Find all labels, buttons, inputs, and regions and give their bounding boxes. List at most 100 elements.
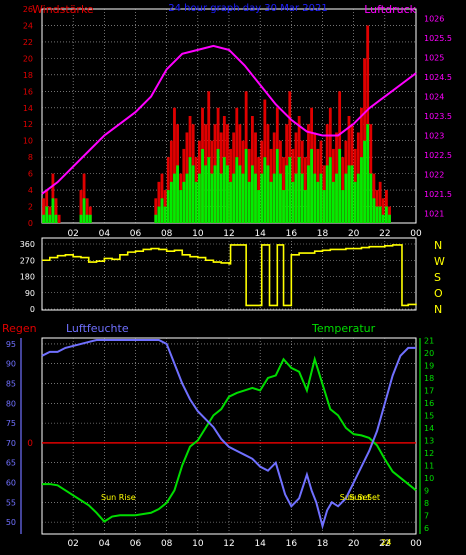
wind-axis-label: Windstärke [32, 3, 94, 16]
temperature-tick-label: 14 [424, 424, 434, 433]
gust-bar [176, 165, 179, 223]
humidity-line [41, 338, 416, 530]
humidity-tick-label: 85 [6, 380, 16, 389]
gust-bar [294, 173, 298, 223]
gust-bar [335, 173, 338, 223]
gust-bar [51, 198, 55, 223]
gust-bar [254, 173, 257, 223]
temperature-tick-label: 8 [424, 499, 429, 508]
wind-direction-line [42, 244, 417, 307]
pressure-tick-label: 1021 [424, 209, 444, 218]
x-tick-label: 08 [161, 229, 173, 239]
x-tick-label: 16 [286, 539, 298, 549]
gust-bar [356, 173, 360, 223]
gust-bar [85, 214, 89, 223]
gust-bar [341, 190, 345, 223]
humidity-temperature-panel: 50 55 60 65 70 75 80 85 90 95 6 7 8 9 10 11 12 13 14 15 16 1… [2, 322, 434, 549]
gust-bar [82, 198, 86, 223]
wind-tick-label: 4 [28, 186, 33, 195]
x-tick-label: 02 [67, 539, 78, 549]
gust-bar [241, 173, 245, 223]
direction-tick-label: 180 [20, 273, 35, 282]
wind-bar [173, 107, 176, 223]
gust-bar [369, 173, 373, 223]
wind-bar [384, 190, 388, 223]
x-tick-label: 04 [99, 539, 111, 549]
wind-tick-label: 22 [23, 38, 33, 47]
wind-bar [157, 181, 161, 223]
pressure-tick-label: 1025 [424, 54, 444, 63]
wind-tick-label: 0 [28, 219, 33, 228]
temperature-tick-label: 17 [424, 386, 434, 395]
temperature-tick-label: 13 [424, 436, 434, 445]
wind-bar [375, 190, 379, 223]
sun-annotation: Sun Set [340, 493, 371, 502]
wind-bar [381, 198, 385, 223]
gust-bar [325, 165, 329, 223]
humidity-tick-label: 80 [6, 399, 16, 408]
direction-tick-label: 360 [20, 240, 35, 249]
gust-bar [213, 165, 217, 223]
pressure-tick-label: 1023 [424, 131, 444, 140]
x-tick-label: 12 [223, 229, 234, 239]
gust-bar [219, 173, 223, 223]
wind-tick-label: 14 [23, 104, 33, 113]
wind-bar [42, 198, 45, 223]
gust-bar [303, 190, 307, 223]
gust-bar [45, 206, 49, 223]
gust-bar [272, 173, 276, 223]
gust-bar [266, 165, 270, 223]
gust-bar [279, 173, 282, 223]
gust-bar [319, 173, 323, 223]
gust-bar [194, 181, 198, 223]
temperature-legend: Temperatur [311, 322, 376, 335]
direction-tick-label: 0 [30, 305, 35, 314]
wind-tick-label: 8 [28, 153, 33, 162]
temperature-tick-label: 7 [424, 511, 429, 520]
pressure-line [41, 44, 417, 195]
gust-bar [378, 206, 382, 223]
temperature-tick-label: 18 [424, 374, 434, 383]
humidity-tick-label: 90 [6, 360, 16, 369]
x-tick-label: 20 [348, 539, 360, 549]
pressure-tick-label: 1024.5 [424, 73, 452, 82]
humidity-panel-x-ticks: 02 04 06 08 10 12 14 16 18 20 22 00 [67, 539, 422, 549]
gust-bar [42, 214, 45, 223]
gust-bar [285, 165, 289, 223]
pressure-tick-label: 1021.5 [424, 190, 452, 199]
gust-bar [204, 165, 208, 223]
temperature-tick-label: 10 [424, 474, 434, 483]
wind-tick-label: 24 [23, 21, 33, 30]
sun-annotation: Sun Rise [101, 493, 136, 502]
x-tick-label: 22 [379, 229, 390, 239]
rain-value-label: 0 [27, 439, 33, 449]
pressure-axis-ticks: 1021 1021.5 1022 1022.5 1023 1023.5 1024 1024.5… [424, 15, 452, 219]
wind-panel-frame [41, 8, 417, 224]
gust-bar [182, 181, 186, 223]
temperature-tick-label: 9 [424, 486, 429, 495]
wind-tick-label: 20 [23, 54, 33, 63]
wind-bar [57, 214, 61, 223]
wind-bar [163, 190, 167, 223]
humidity-axis-ticks: 50 55 60 65 70 75 80 85 90 95 [6, 338, 22, 534]
gust-bar [210, 173, 214, 223]
gust-bar [353, 181, 357, 223]
x-tick-label: 12 [223, 539, 234, 549]
rain-legend: Regen [2, 322, 37, 335]
gust-bar [350, 165, 354, 223]
humidity-tick-label: 55 [6, 498, 16, 507]
gust-bar [216, 148, 220, 223]
x-tick-label: 22 [379, 539, 390, 549]
x-tick-label: 16 [286, 229, 298, 239]
gust-bar [201, 148, 204, 223]
gust-bar [328, 157, 332, 223]
x-tick-label: 00 [410, 229, 422, 239]
gust-bar [344, 173, 348, 223]
gust-bar [307, 165, 310, 223]
wind-bar [45, 190, 49, 223]
temperature-tick-label: 11 [424, 461, 434, 470]
wind-tick-label: 10 [23, 137, 33, 146]
